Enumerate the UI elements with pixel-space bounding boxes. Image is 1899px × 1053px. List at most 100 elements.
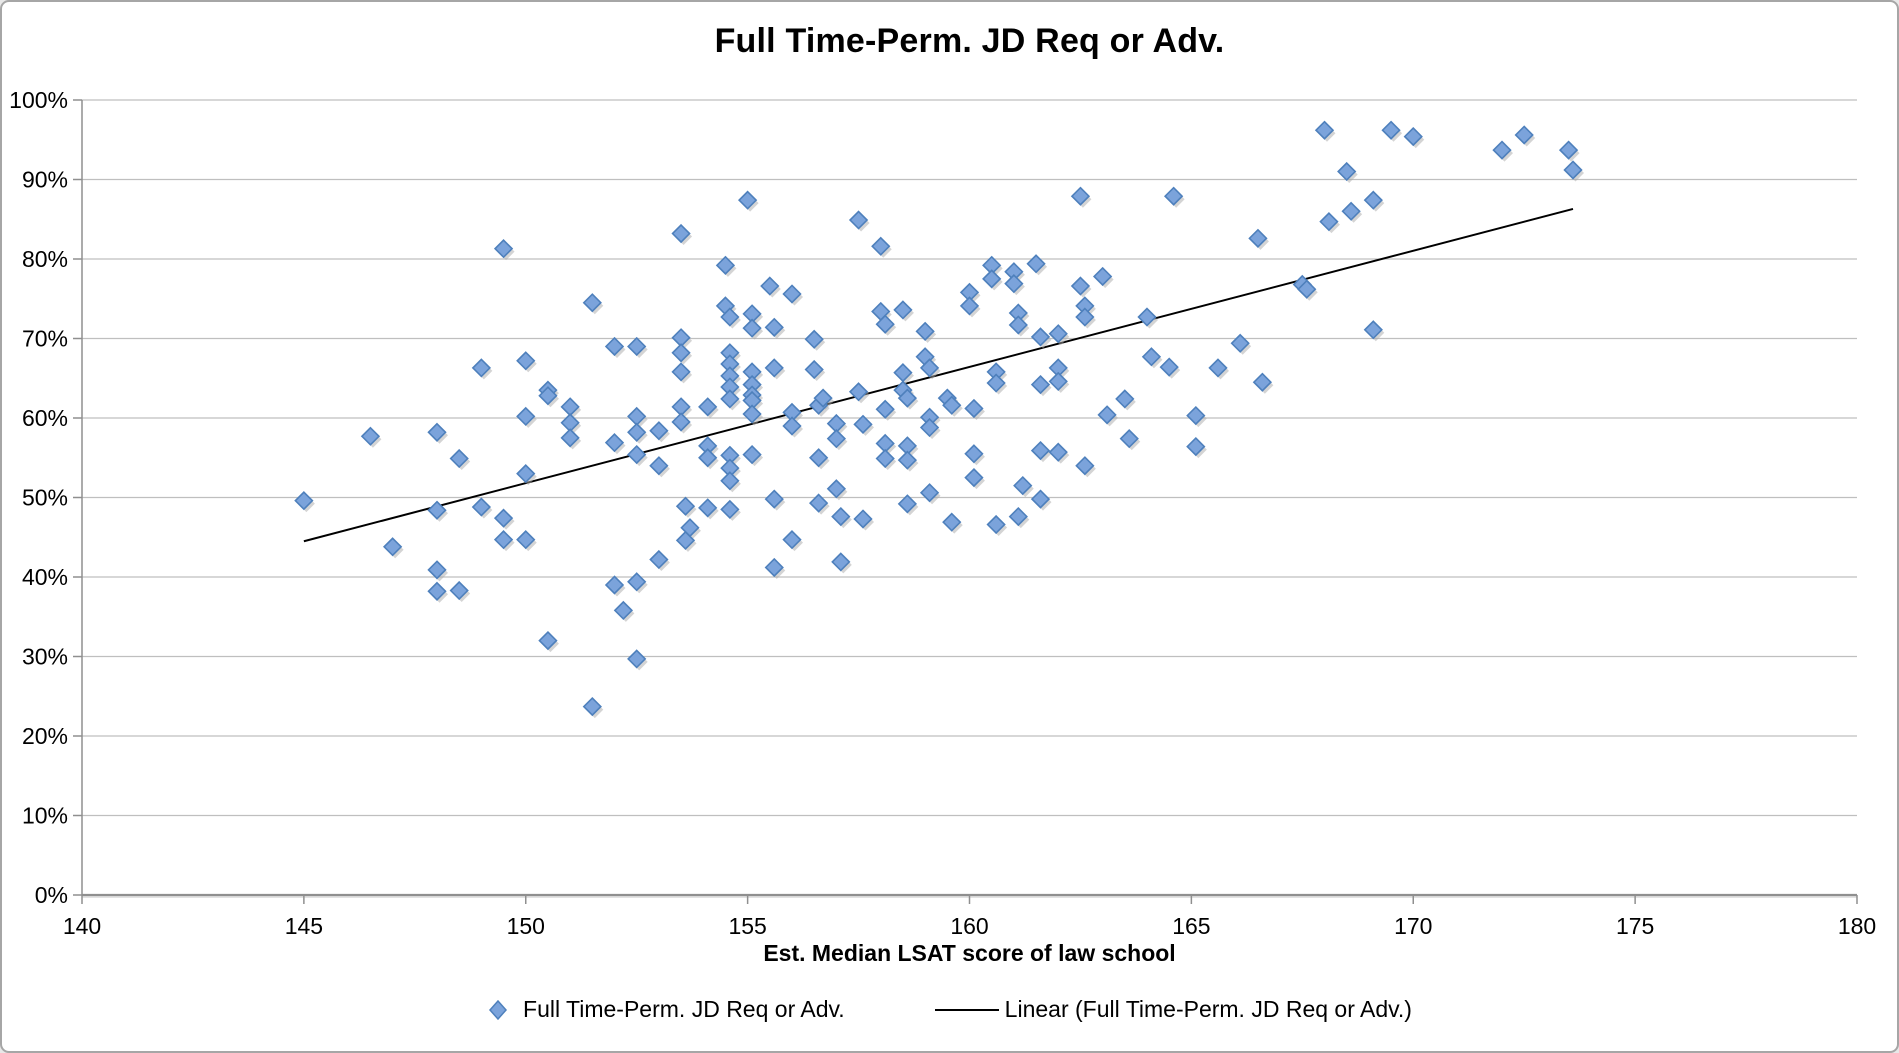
scatter-point [1141,347,1162,367]
y-tick-label: 0% [35,882,68,908]
scatter-point [516,406,536,427]
scatter-point [627,649,647,669]
scatter-point [1030,440,1051,461]
scatter-point [808,448,829,468]
scatter-point [671,223,691,244]
scatter-point [449,580,469,601]
scatter-point [1070,276,1091,296]
scatter-point [671,343,691,363]
scatter-point [959,296,980,316]
scatter-point [1563,160,1583,180]
scatter-point [919,358,940,378]
scatter-point [698,498,718,518]
scatter-point [582,696,602,717]
scatter-point [1097,405,1117,425]
scatter-point [982,269,1002,289]
scatter-point [897,450,918,470]
legend-series-label: Full Time-Perm. JD Req or Adv. [523,996,845,1022]
scatter-point [875,399,895,419]
scatter-point [1252,372,1273,392]
scatter-point [764,358,784,378]
scatter-point [1030,374,1051,395]
scatter-point [853,414,873,434]
scatter-point [1008,506,1028,527]
y-tick-label: 90% [22,167,68,193]
scatter-point [742,404,762,424]
scatter-point [804,359,824,380]
scatter-point [516,530,536,550]
legend-item-trendline[interactable]: Linear (Full Time-Perm. JD Req or Adv.) [934,996,1412,1023]
scatter-point [1297,279,1317,299]
scatter-point [782,530,802,550]
x-tick-label: 150 [507,913,545,939]
tick-labels: 0% 10% 20% 30% 40% 50% 60% 70% 80% 90% 100% 140 145 1… [9,87,1876,939]
scatter-point [1048,371,1068,392]
scatter-point [782,416,802,436]
scatter-point [919,417,940,438]
scatter-point [538,386,558,406]
y-tick-label: 40% [22,564,68,590]
scatter-point [1092,266,1113,287]
scatter-point [942,395,962,415]
scatter-point [1186,436,1206,457]
gridlines [82,99,1857,817]
scatter-point [604,575,625,595]
scatter-point [897,494,918,514]
scatter-point [427,560,447,580]
legend-trendline-sample-icon [934,1008,999,1011]
scatter-point [1159,357,1179,377]
scatter-point [1030,489,1051,509]
scatter-point [582,293,602,313]
legend-diamond-icon [489,999,508,1020]
legend-item-series[interactable]: Full Time-Perm. JD Req or Adv. [487,996,845,1023]
scatter-point [493,530,514,550]
scatter-point [1558,140,1579,160]
scatter-point [848,382,869,402]
scatter-point [1013,475,1033,496]
scatter-point [471,358,492,378]
scatter-point [1119,429,1139,449]
y-tick-label: 10% [22,803,68,829]
x-tick-label: 145 [285,913,323,939]
scatter-point [1115,389,1135,409]
scatter-point [698,397,718,417]
scatter-point [360,426,381,446]
y-tick-label: 30% [22,644,68,670]
scatter-point [1337,161,1357,182]
scatter-point [715,255,736,275]
scatter-point [808,493,829,513]
scatter-point [427,581,447,601]
scatter-point [627,422,647,442]
scatter-point [764,489,784,509]
scatter-point [720,389,740,409]
scatter-point [538,630,558,651]
scatter-point [627,336,647,357]
scatter-point [613,600,634,621]
y-tick-label: 50% [22,485,68,511]
axes [73,99,1858,904]
scatter-point [1075,456,1095,476]
scatter-point [671,412,691,432]
scatter-point [760,276,780,296]
scatter-point [675,530,696,551]
x-tick-label: 155 [728,913,766,939]
scatter-point [1363,320,1383,340]
scatter-point [831,552,851,572]
scatter-point [1048,442,1068,462]
scatter-point [720,499,740,520]
scatter-point [1230,333,1250,353]
scatter-point [893,300,913,320]
scatter-point [604,433,625,453]
scatter-point [649,456,669,476]
legend-trendline-label: Linear (Full Time-Perm. JD Req or Adv.) [1004,996,1412,1022]
x-tick-label: 140 [63,913,101,939]
scatter-point [471,497,492,517]
x-tick-label: 160 [950,913,988,939]
trendline [303,207,1574,543]
y-tick-label: 70% [22,326,68,352]
scatter-point [294,491,314,511]
scatter-point [720,307,740,327]
x-tick-label: 175 [1616,913,1654,939]
